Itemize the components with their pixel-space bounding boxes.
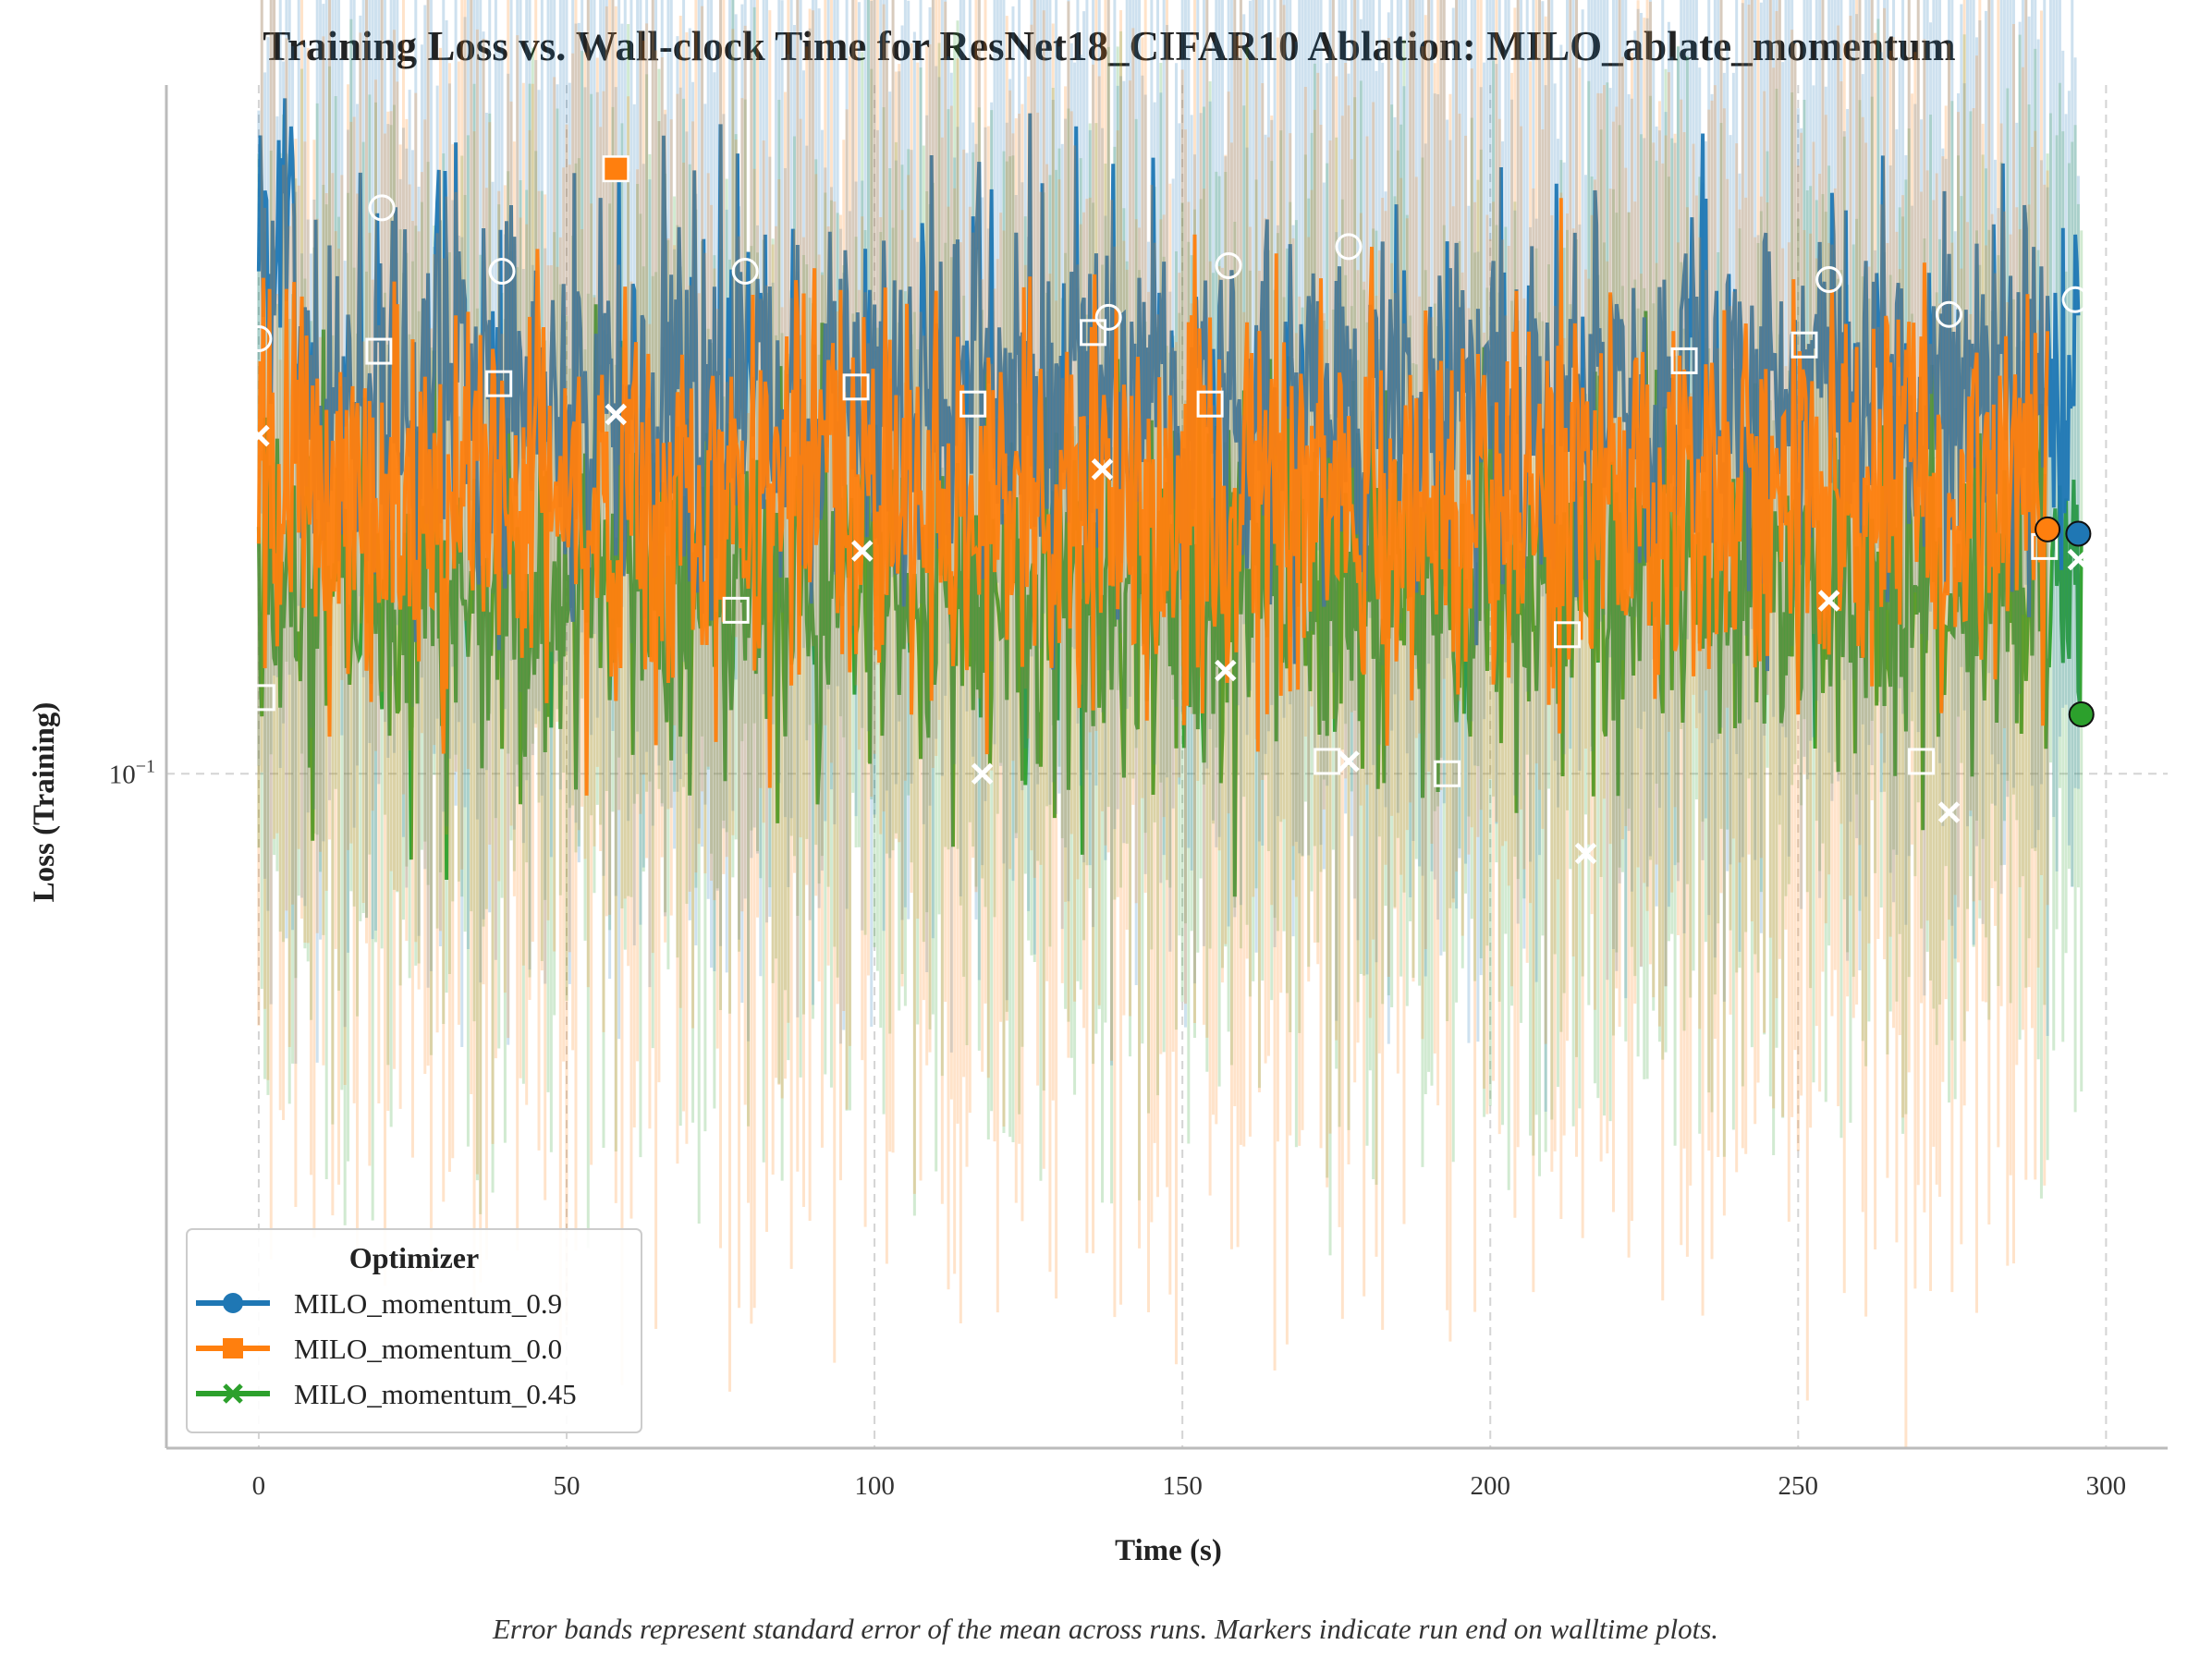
chart-caption: Error bands represent standard error of …	[492, 1613, 1718, 1645]
data-point-marker	[1815, 266, 1843, 294]
legend-marker	[223, 1293, 243, 1313]
data-point-marker	[1094, 303, 1122, 331]
data-point-marker	[722, 596, 750, 624]
data-point-marker	[1091, 458, 1114, 481]
data-point-marker	[1574, 842, 1597, 865]
run-end-marker	[2068, 700, 2095, 727]
data-point-marker	[1936, 300, 1963, 328]
data-point-marker	[1817, 590, 1840, 612]
run-end-marker	[2035, 516, 2061, 542]
data-point-marker	[1335, 233, 1363, 261]
x-tick-label: 50	[554, 1471, 580, 1501]
peak-marker	[603, 155, 629, 182]
data-point-marker	[1338, 750, 1360, 773]
data-point-marker	[368, 194, 396, 222]
markers-MILO_momentum_0.45	[248, 403, 2090, 865]
legend-box	[186, 1228, 642, 1433]
data-point-marker	[1554, 621, 1581, 649]
y-axis-label: Loss (Training)	[28, 702, 61, 903]
run-end-marker	[2065, 520, 2092, 547]
x-tick-label: 0	[252, 1471, 266, 1501]
legend-label: MILO_momentum_0.0	[294, 1333, 562, 1365]
data-point-marker	[365, 337, 393, 365]
data-point-marker	[971, 762, 994, 786]
mean-line-MILO_momentum_0.0	[256, 198, 2050, 796]
legend-entry-MILO_momentum_0.9: MILO_momentum_0.9	[196, 1287, 562, 1320]
x-tick-label: 200	[1470, 1471, 1510, 1501]
data-point-marker	[1215, 251, 1242, 279]
series-MILO_momentum_0.0	[256, 0, 2050, 1449]
plot-area: 0 50 100 150 200 250 300 10−1	[109, 0, 2168, 1501]
data-point-marker	[245, 325, 273, 353]
data-point-marker	[2067, 548, 2090, 571]
data-point-marker	[485, 370, 513, 397]
mean-line-MILO_momentum_0.45	[256, 304, 2084, 897]
data-point-marker	[1080, 319, 1107, 347]
legend-entry-MILO_momentum_0.45: MILO_momentum_0.45	[196, 1378, 577, 1410]
chart-title: Training Loss vs. Wall-clock Time for Re…	[263, 23, 1955, 69]
data-point-marker	[248, 684, 275, 712]
data-point-marker	[605, 403, 628, 426]
data-point-marker	[1670, 347, 1698, 374]
x-axis-label: Time (s)	[1115, 1534, 1222, 1567]
legend-entries: MILO_momentum_0.9 MILO_momentum_0.0 MILO_m…	[196, 1287, 577, 1410]
x-tick-label: 100	[854, 1471, 895, 1501]
data-point-marker	[731, 257, 759, 285]
y-tick-label: 10−1	[109, 756, 155, 789]
legend-marker	[223, 1338, 243, 1358]
x-tick-label: 250	[1778, 1471, 1819, 1501]
data-point-marker	[248, 424, 270, 447]
data-point-marker	[1434, 760, 1461, 787]
data-point-marker	[1790, 331, 1818, 359]
legend: Optimizer MILO_momentum_0.9MILO_momentum…	[186, 1228, 642, 1433]
data-point-marker	[1314, 748, 1341, 775]
data-point-marker	[959, 390, 987, 418]
data-point-marker	[842, 373, 870, 401]
legend-entry-MILO_momentum_0.0: MILO_momentum_0.0	[196, 1333, 562, 1365]
legend-title: Optimizer	[349, 1241, 479, 1274]
legend-label: MILO_momentum_0.9	[294, 1287, 562, 1320]
data-point-marker	[1215, 659, 1237, 682]
data-point-marker	[1196, 390, 1224, 418]
data-point-marker	[1908, 748, 1936, 775]
data-point-marker	[488, 257, 516, 285]
legend-label: MILO_momentum_0.45	[294, 1378, 577, 1410]
x-tick-label: 300	[2086, 1471, 2127, 1501]
data-point-marker	[850, 540, 874, 562]
legend-marker	[223, 1383, 243, 1404]
x-tick-label: 150	[1162, 1471, 1203, 1501]
data-point-marker	[1937, 801, 1961, 823]
data-point-marker	[2061, 286, 2089, 313]
markers-MILO_momentum_0.9	[245, 194, 2089, 353]
